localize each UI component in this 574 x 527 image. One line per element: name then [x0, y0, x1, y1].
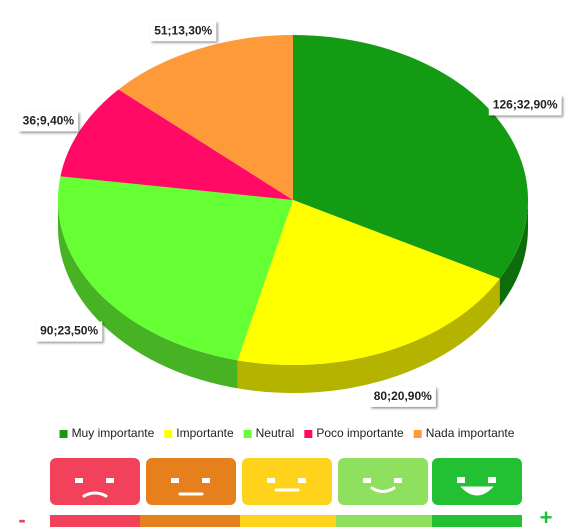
legend-swatch [304, 430, 313, 438]
face-very-happy [432, 458, 522, 505]
scale-segment [240, 515, 336, 527]
data-label: 51;13,30% [150, 21, 217, 42]
data-labels: 126;32,90% 80;20,90% 90;23,50% 36;9,40% 51;1… [18, 21, 562, 407]
slice [57, 176, 293, 361]
data-label: 36;9,40% [18, 111, 79, 132]
data-label-box [36, 321, 103, 342]
data-label-box [488, 95, 562, 116]
data-label: 126;32,90% [488, 95, 562, 116]
data-label-box [369, 386, 436, 407]
legend-label: Importante [176, 426, 234, 440]
face-happy [338, 458, 428, 505]
legend-swatch [164, 430, 173, 438]
scale-segment [140, 515, 240, 527]
face-features [75, 477, 496, 498]
face-very-sad [50, 458, 140, 505]
data-label-text: 36;9,40% [23, 114, 75, 128]
face-sad [146, 458, 236, 505]
data-label: 90;23,50% [36, 321, 103, 342]
legend: Muy importante Importante Neutral Poco impo… [59, 426, 515, 440]
legend-label: Neutral [256, 426, 295, 440]
slice [60, 89, 294, 200]
scale-high: + [540, 505, 553, 527]
face-neutral [242, 458, 332, 505]
data-label-text: 126;32,90% [493, 98, 558, 112]
data-label: 80;20,90% [369, 386, 436, 407]
pie [57, 35, 528, 394]
slice-side [499, 200, 528, 307]
data-label-text: 80;20,90% [374, 389, 432, 403]
scale-segment [50, 515, 140, 527]
legend-label: Poco importante [316, 426, 404, 440]
slice-side [237, 278, 500, 394]
scale-segment [432, 515, 522, 527]
legend-label: Nada importante [426, 426, 515, 440]
slice [118, 35, 293, 200]
data-label-box [18, 111, 79, 132]
slice-side [58, 200, 238, 389]
data-label-text: 51;13,30% [154, 23, 212, 37]
legend-swatch [59, 430, 68, 438]
legend-swatch [413, 430, 422, 438]
slice [237, 200, 500, 365]
legend-swatch [243, 430, 252, 438]
scale-low: - [18, 507, 25, 527]
data-label-text: 90;23,50% [40, 324, 98, 338]
slice [293, 35, 528, 279]
data-label-box [150, 21, 217, 42]
emoji-scale: - + [18, 458, 552, 527]
legend-label: Muy importante [72, 426, 155, 440]
scale-segment [336, 515, 432, 527]
